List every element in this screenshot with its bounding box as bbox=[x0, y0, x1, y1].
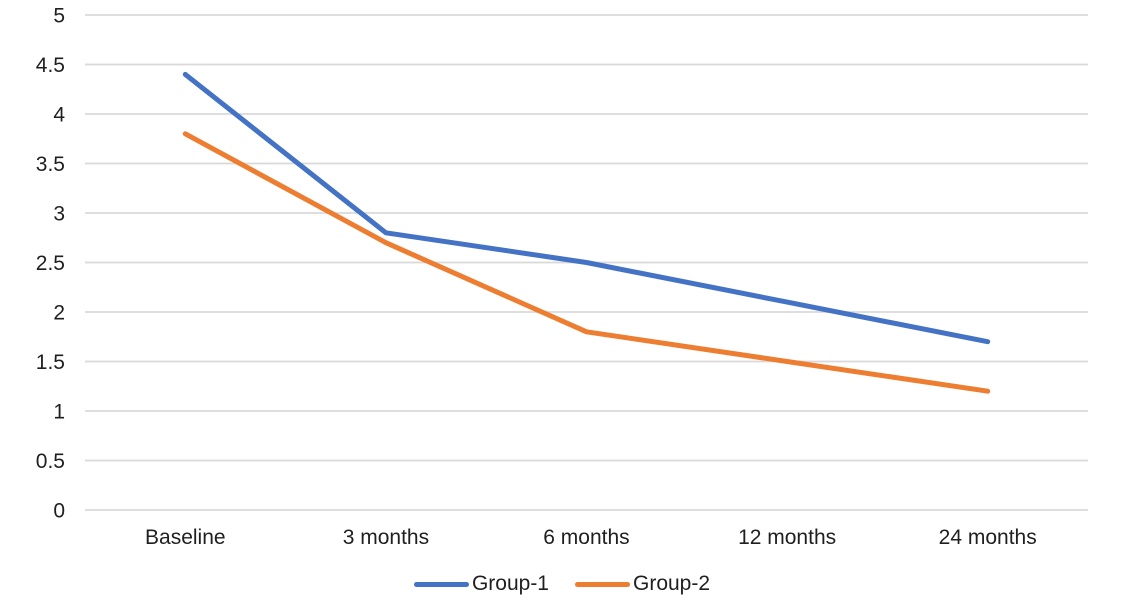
y-axis-tick-label: 3 bbox=[53, 202, 65, 225]
y-axis-tick-label: 4 bbox=[53, 103, 65, 126]
x-axis-category-label: 24 months bbox=[939, 526, 1037, 549]
x-axis-category-label: Baseline bbox=[145, 526, 226, 549]
legend: Group-1 Group-2 bbox=[0, 572, 1124, 596]
y-axis-tick-label: 0 bbox=[53, 499, 65, 522]
y-axis-tick-label: 1 bbox=[53, 400, 65, 423]
legend-item-group-2: Group-2 bbox=[575, 572, 710, 596]
x-axis-category-label: 12 months bbox=[738, 526, 836, 549]
x-axis-category-label: 6 months bbox=[543, 526, 629, 549]
series-line-group-2 bbox=[182, 131, 991, 394]
legend-label: Group-2 bbox=[633, 572, 711, 595]
y-axis-tick-label: 2.5 bbox=[36, 252, 65, 275]
y-axis-tick-label: 3.5 bbox=[36, 153, 65, 176]
y-axis-tick-label: 5 bbox=[53, 4, 65, 27]
y-axis-tick-label: 1.5 bbox=[36, 351, 65, 374]
legend-swatch-icon bbox=[413, 581, 469, 587]
legend-label: Group-1 bbox=[471, 572, 549, 595]
y-axis-tick-label: 4.5 bbox=[36, 54, 65, 77]
x-axis-category-label: 3 months bbox=[343, 526, 429, 549]
y-axis-tick-label: 2 bbox=[53, 301, 65, 324]
y-axis-tick-label: 0.5 bbox=[36, 450, 65, 473]
legend-swatch-icon bbox=[575, 581, 630, 587]
series-line-group-1 bbox=[182, 71, 991, 345]
legend-item-group-1: Group-1 bbox=[413, 572, 549, 596]
